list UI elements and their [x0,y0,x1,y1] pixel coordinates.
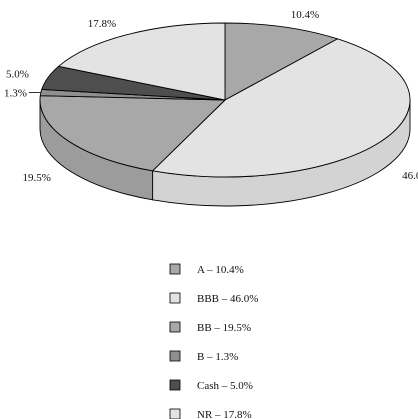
legend-swatch-cash [169,379,181,391]
pie-slice-a [224,22,338,101]
pie-value-labels: 10.4% 46.0% 19.5% 1.3% 5.0% 17.8% [4,9,418,184]
slice-label-cash: 5.0% [6,69,29,81]
legend-label-cash: Cash – 5.0% [197,380,253,392]
slice-label-nr: 17.8% [88,18,116,30]
legend-swatch-b [169,350,181,362]
legend-swatch-bb [169,321,181,333]
legend-item-bbb: BBB – 46.0% [169,292,258,305]
pie-slice-bbb [152,38,411,178]
legend-item-a: A – 10.4% [169,263,244,276]
legend-label-b: B – 1.3% [197,351,238,363]
legend-item-b: B – 1.3% [169,350,238,363]
legend-swatch-nr [169,408,181,419]
pie-slice-bb [39,95,226,172]
legend-swatch-bbb [169,292,181,304]
legend-label-bb: BB – 19.5% [197,322,251,334]
legend-label-bbb: BBB – 46.0% [197,293,258,305]
legend-label-a: A – 10.4% [197,264,244,276]
legend-item-cash: Cash – 5.0% [169,379,253,392]
slice-label-b: 1.3% [4,88,27,100]
legend-swatch-a [169,263,181,275]
pie-slices [39,22,411,178]
slice-label-bb: 19.5% [22,172,50,184]
legend: A – 10.4% BBB – 46.0% BB – 19.5% B – 1.3% Ca… [169,263,258,419]
slice-label-bbb: 46.0% [402,170,418,182]
legend-label-nr: NR – 17.8% [197,409,252,419]
pie-slice-nr [58,22,226,101]
legend-item-nr: NR – 17.8% [169,408,252,419]
legend-item-bb: BB – 19.5% [169,321,251,334]
slice-label-a: 10.4% [291,9,319,21]
